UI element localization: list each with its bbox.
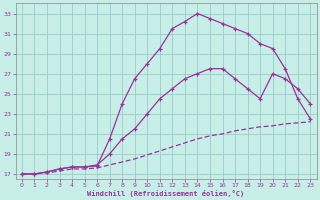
X-axis label: Windchill (Refroidissement éolien,°C): Windchill (Refroidissement éolien,°C) bbox=[87, 190, 245, 197]
